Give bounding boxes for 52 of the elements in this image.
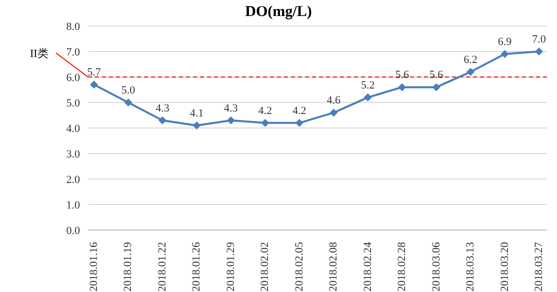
x-tick-label: 2018.02.08 <box>328 242 340 292</box>
chart-title: DO(mg/L) <box>244 4 313 21</box>
point <box>432 83 440 92</box>
point <box>500 50 509 58</box>
point <box>158 116 166 124</box>
y-tick-label: 4.0 <box>66 122 80 135</box>
data-label: 5.7 <box>87 66 102 79</box>
point <box>295 118 304 127</box>
y-tick-label: 0.0 <box>66 224 80 237</box>
x-tick-label: 2018.03.27 <box>533 242 545 292</box>
x-tick-label: 2018.01.29 <box>224 242 237 292</box>
data-label: 7.0 <box>532 34 546 46</box>
x-tick-label: 2018.02.24 <box>362 242 374 292</box>
point <box>330 108 338 117</box>
x-tick-label: 2018.02.05 <box>293 242 306 292</box>
y-tick-label: 6.0 <box>66 72 80 84</box>
point <box>535 48 543 56</box>
data-label: 6.9 <box>498 36 512 48</box>
data-label: 4.2 <box>292 104 306 117</box>
x-tick-label: 2018.01.22 <box>156 242 168 292</box>
data-label: 4.6 <box>326 94 341 107</box>
y-tick-label: 3.0 <box>66 148 80 160</box>
data-label: 4.3 <box>224 102 238 114</box>
point <box>90 80 98 89</box>
y-tick-label: 1.0 <box>66 199 80 212</box>
point <box>261 118 270 127</box>
point <box>124 98 132 106</box>
data-label: 5.6 <box>395 69 410 82</box>
x-tick-label: 2018.03.20 <box>498 242 511 292</box>
point <box>364 93 372 102</box>
data-label: 4.2 <box>258 104 272 117</box>
data-label: 5.2 <box>360 79 375 92</box>
x-tick-label: 2018.01.26 <box>190 242 203 292</box>
data-label: 6.2 <box>464 54 478 66</box>
y-tick-label: 8.0 <box>66 20 80 33</box>
data-label: 4.1 <box>190 107 204 120</box>
y-tick-label: 5.0 <box>66 97 80 110</box>
x-tick-label: 2018.01.19 <box>122 242 134 292</box>
point <box>226 116 235 124</box>
point <box>466 68 475 76</box>
y-tick-label: 7.0 <box>66 46 80 58</box>
x-tick-label: 2018.02.28 <box>396 242 408 292</box>
ref-line-label: II类 <box>30 47 48 60</box>
x-tick-label: 2018.03.06 <box>430 242 442 292</box>
y-tick-label: 2.0 <box>66 174 80 186</box>
x-tick-label: 2018.02.02 <box>259 242 272 292</box>
x-tick-label: 2018.01.16 <box>88 242 100 292</box>
x-tick-label: 2018.03.13 <box>464 242 477 292</box>
point <box>398 83 406 92</box>
point <box>192 121 201 130</box>
data-label: 5.0 <box>121 84 136 96</box>
data-label: 4.3 <box>156 102 170 114</box>
